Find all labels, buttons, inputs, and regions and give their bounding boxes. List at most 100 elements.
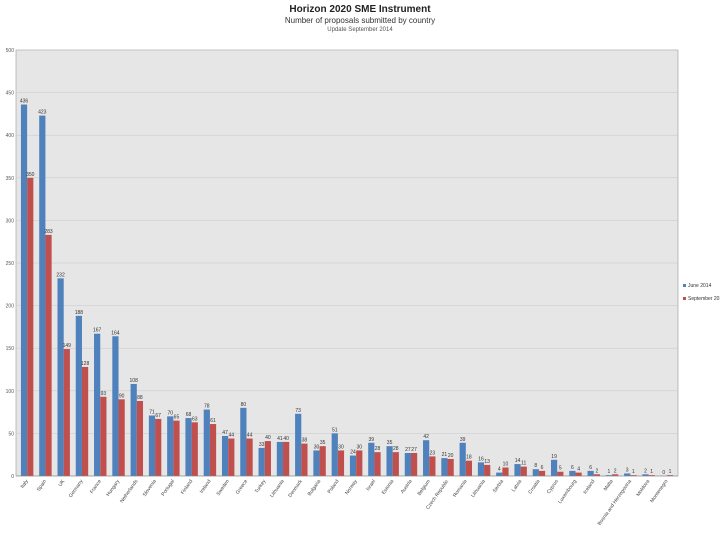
- data-label: 283: [44, 229, 53, 235]
- bar-september: [27, 177, 34, 477]
- bar-september: [264, 441, 271, 476]
- x-tick-label: Moldova: [635, 479, 651, 498]
- bar-september: [392, 452, 399, 476]
- x-tick-label: Italy: [20, 478, 30, 489]
- data-label: 1: [669, 469, 672, 475]
- bar-september: [465, 460, 473, 476]
- data-label: 41: [277, 436, 283, 442]
- bar-september: [173, 420, 180, 476]
- x-tick-label: Hungary: [105, 478, 121, 497]
- data-label: 6: [571, 465, 574, 471]
- data-label: 47: [222, 430, 228, 436]
- chart-titles: Horizon 2020 SME Instrument Number of pr…: [0, 4, 720, 34]
- bar-september: [63, 349, 70, 476]
- data-label: 44: [247, 433, 253, 439]
- data-label: 30: [314, 444, 320, 450]
- x-tick-label: Lithuania: [470, 479, 487, 499]
- x-tick-label: Estonia: [381, 479, 396, 496]
- bar-september: [648, 475, 655, 476]
- x-tick-label: Lithuania: [269, 479, 286, 499]
- bar-september: [612, 474, 619, 476]
- bar-september: [301, 443, 308, 476]
- data-label: 40: [265, 435, 271, 441]
- data-label: 4: [577, 467, 580, 473]
- bar-september: [447, 458, 454, 476]
- data-label: 2: [644, 468, 647, 474]
- x-tick-label: Greece: [235, 479, 249, 496]
- bar-june: [569, 470, 576, 476]
- x-tick-label: Ireland: [199, 479, 213, 495]
- x-tick-label: Netherlands: [119, 478, 140, 504]
- bar-september: [502, 467, 509, 476]
- data-label: 27: [405, 447, 411, 453]
- bar-june: [276, 441, 284, 476]
- data-label: 2: [614, 468, 617, 474]
- bar-june: [477, 462, 485, 476]
- bar-september: [666, 475, 674, 476]
- data-label: 128: [81, 361, 90, 367]
- y-tick-label: 100: [6, 389, 15, 395]
- data-label: 10: [503, 461, 509, 467]
- data-label: 30: [356, 444, 362, 450]
- x-tick-label: Bulgaria: [307, 479, 323, 498]
- data-label: 18: [466, 455, 472, 461]
- bar-june: [240, 407, 247, 476]
- data-label: 44: [229, 433, 235, 439]
- bar-june: [331, 433, 338, 476]
- x-tick-label: Luxembourg: [557, 479, 578, 505]
- bar-september: [593, 474, 600, 476]
- data-label: 6: [541, 465, 544, 471]
- data-label: 68: [186, 412, 192, 418]
- legend-label: September 2014: [688, 296, 720, 302]
- y-tick-label: 50: [8, 431, 14, 437]
- x-tick-label: Cyprus: [546, 478, 560, 495]
- data-label: 164: [111, 330, 120, 336]
- data-label: 61: [210, 418, 216, 424]
- bar-june: [605, 475, 613, 476]
- bar-september: [81, 366, 89, 476]
- bar-june: [130, 383, 137, 476]
- data-label: 423: [38, 110, 47, 116]
- x-tick-label: Latvia: [511, 479, 524, 494]
- bar-june: [404, 452, 411, 476]
- data-label: 40: [283, 436, 289, 442]
- bar-september: [155, 418, 162, 476]
- legend-swatch: [683, 284, 686, 287]
- bar-september: [209, 424, 217, 476]
- bar-june: [112, 336, 119, 476]
- bar-september: [484, 464, 491, 476]
- data-label: 35: [320, 440, 326, 446]
- x-tick-label: Finland: [180, 479, 194, 496]
- x-tick-label: Norway: [344, 478, 359, 496]
- data-label: 14: [515, 458, 521, 464]
- data-label: 71: [149, 410, 155, 416]
- data-label: 28: [375, 446, 381, 452]
- x-tick-label: Austria: [400, 479, 414, 495]
- y-tick-label: 150: [6, 346, 15, 352]
- y-tick-label: 500: [6, 48, 15, 54]
- data-label: 4: [498, 467, 501, 473]
- bar-june: [368, 442, 375, 476]
- data-label: 30: [338, 444, 344, 450]
- data-label: 70: [167, 410, 173, 416]
- data-label: 93: [101, 391, 107, 397]
- data-label: 2: [595, 468, 598, 474]
- data-label: 33: [259, 442, 265, 448]
- bar-june: [642, 474, 649, 476]
- bar-june: [313, 450, 320, 476]
- bar-june: [459, 442, 466, 476]
- bar-september: [520, 466, 527, 476]
- bar-june: [258, 447, 265, 476]
- data-label: 13: [484, 459, 490, 465]
- data-label: 63: [192, 416, 198, 422]
- bar-september: [100, 396, 107, 476]
- x-tick-label: Portugal: [160, 479, 176, 498]
- x-tick-label: Denmark: [287, 478, 304, 498]
- data-label: 23: [430, 450, 436, 456]
- data-label: 5: [559, 466, 562, 472]
- data-label: 19: [551, 454, 557, 460]
- data-label: 88: [137, 395, 143, 401]
- data-label: 35: [387, 440, 393, 446]
